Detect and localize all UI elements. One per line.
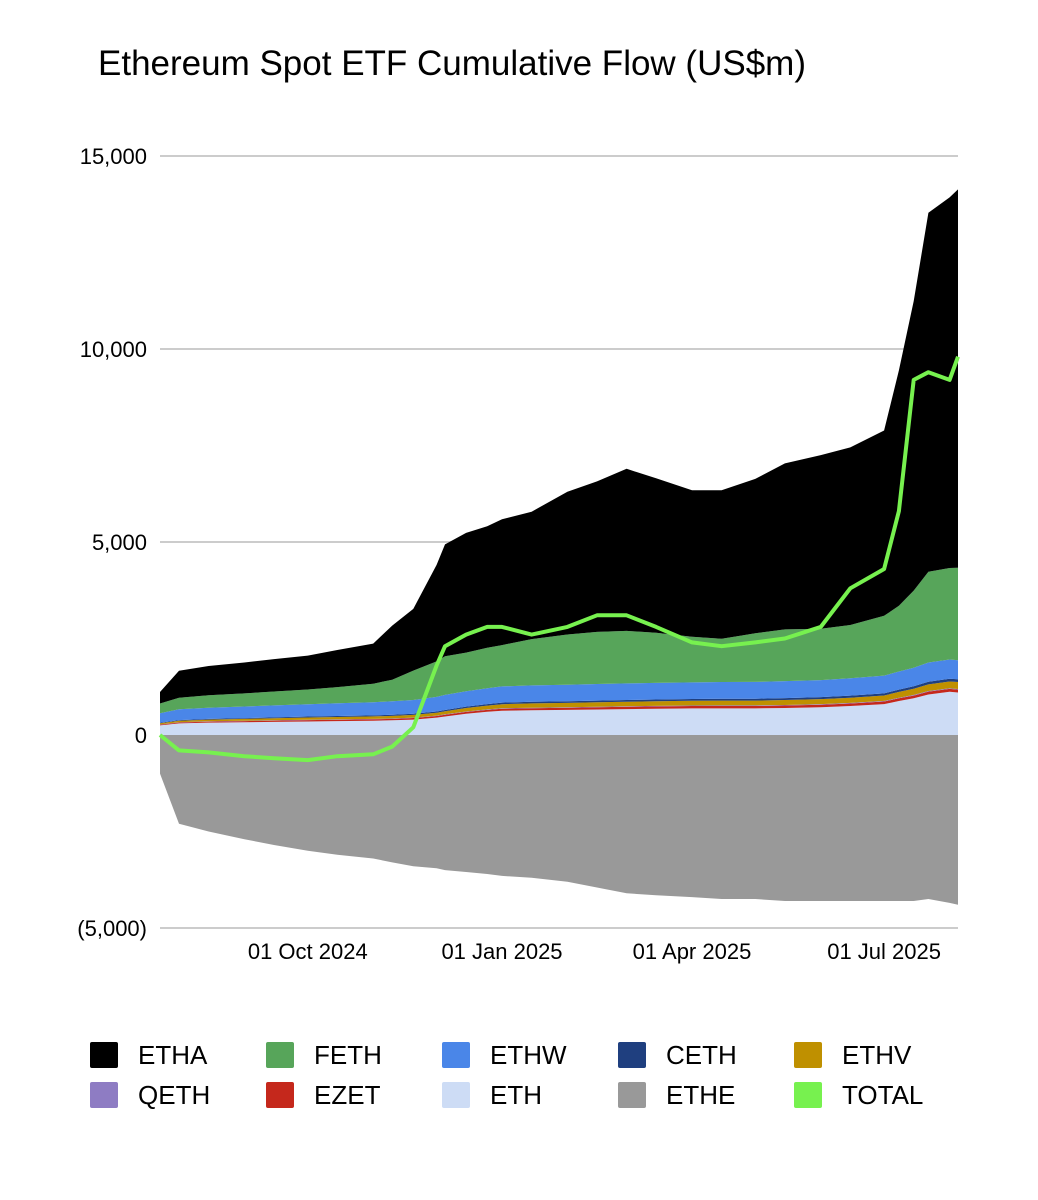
legend-item-etha: ETHA (90, 1039, 266, 1070)
x-tick-label: 01 Apr 2025 (633, 939, 752, 964)
legend-item-ceth: CETH (618, 1039, 794, 1070)
legend-item-ezet: EZET (266, 1079, 442, 1110)
legend-swatch (442, 1082, 470, 1108)
area-series-qeth (160, 688, 958, 725)
legend-label: ETHA (138, 1039, 208, 1070)
area-series-ethw (160, 659, 958, 723)
legend-swatch (442, 1042, 470, 1068)
legend-swatch (90, 1042, 118, 1068)
legend-item-feth: FETH (266, 1039, 442, 1070)
line-series-total (158, 356, 960, 763)
legend-label: FETH (314, 1039, 382, 1070)
area-series-ezet (160, 688, 958, 726)
legend-swatch (266, 1082, 294, 1108)
legend-swatch (266, 1042, 294, 1068)
y-tick-label: 10,000 (80, 337, 147, 362)
y-tick-label: 0 (135, 723, 147, 748)
chart-plot: 15,000 10,000 5,000 0 (5,000) 01 Oct 2024 01 J… (77, 144, 960, 964)
legend-item-ethe: ETHE (618, 1079, 794, 1110)
chart-legend: ETHA FETH ETHW CETH ETHV QETH EZET ETH ETHE TOTAL (90, 1039, 970, 1110)
area-series-ceth (160, 678, 958, 724)
y-tick-label: 15,000 (80, 144, 147, 169)
area-series-ethv (160, 681, 958, 725)
legend-label: ETH (490, 1079, 542, 1110)
legend-item-ethv: ETHV (794, 1039, 970, 1070)
legend-item-qeth: QETH (90, 1079, 266, 1110)
legend-label: CETH (666, 1039, 737, 1070)
legend-swatch (794, 1042, 822, 1068)
legend-label: ETHV (842, 1039, 912, 1070)
area-series-etha (160, 189, 958, 704)
y-tick-label: (5,000) (77, 916, 147, 941)
legend-swatch (90, 1082, 118, 1108)
legend-label: EZET (314, 1079, 381, 1110)
x-tick-label: 01 Jan 2025 (441, 939, 562, 964)
legend-swatch (618, 1042, 646, 1068)
legend-item-eth: ETH (442, 1079, 618, 1110)
y-tick-label: 5,000 (92, 530, 147, 555)
legend-label: TOTAL (842, 1079, 924, 1110)
legend-item-ethw: ETHW (442, 1039, 618, 1070)
legend-label: QETH (138, 1079, 211, 1110)
legend-swatch (794, 1082, 822, 1108)
area-series-ethe (160, 735, 958, 905)
legend-item-total: TOTAL (794, 1079, 970, 1110)
legend-swatch (618, 1082, 646, 1108)
x-tick-label: 01 Jul 2025 (827, 939, 941, 964)
area-series-feth (160, 567, 958, 714)
legend-label: ETHE (666, 1079, 736, 1110)
area-series-eth (160, 691, 958, 735)
chart-title: Ethereum Spot ETF Cumulative Flow (US$m) (98, 44, 806, 83)
legend-label: ETHW (490, 1039, 567, 1070)
x-tick-label: 01 Oct 2024 (248, 939, 368, 964)
